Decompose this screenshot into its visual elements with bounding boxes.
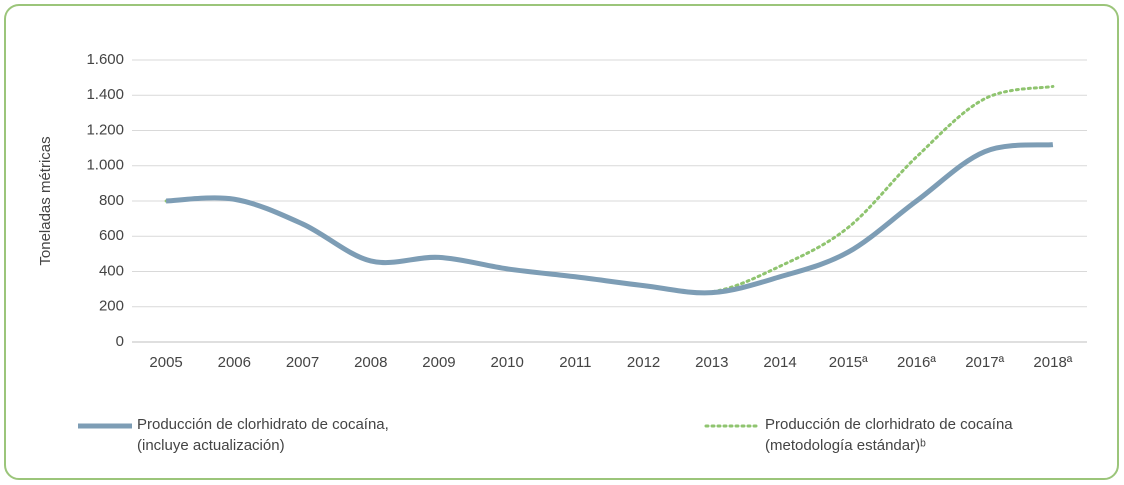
y-tick-label: 1.000 [86, 157, 124, 174]
x-tick-label: 2016ª [897, 354, 936, 371]
x-tick-label: 2014 [763, 354, 796, 371]
y-tick-label: 400 [99, 262, 124, 279]
data-line [165, 142, 1054, 296]
y-tick-label: 0 [116, 333, 124, 350]
x-tick-label: 2011 [559, 354, 591, 371]
legend-label: Producción de clorhidrato de cocaína, (i… [137, 416, 389, 454]
frame [4, 4, 1119, 480]
x-tick-label: 2015ª [829, 354, 868, 371]
data-line [164, 84, 1055, 295]
y-tick-label: 1.200 [86, 121, 124, 138]
y-tick-label: 800 [99, 192, 124, 209]
y-axis-label: Toneladas métricas [37, 136, 54, 265]
x-tick-label: 2012 [627, 354, 660, 371]
y-tick-label: 200 [99, 298, 124, 315]
x-tick-label: 2008 [354, 354, 387, 371]
x-tick-label: 2007 [286, 354, 319, 371]
y-tick-label: 1.400 [86, 86, 124, 103]
x-tick-label: 2013 [695, 354, 728, 371]
x-tick-label: 2010 [490, 354, 523, 371]
legend-label: Producción de clorhidrato de cocaína (me… [765, 416, 1013, 454]
x-tick-label: 2006 [218, 354, 251, 371]
x-tick-label: 2017ª [965, 354, 1004, 371]
y-tick-label: 600 [99, 227, 124, 244]
x-tick-label: 2005 [149, 354, 182, 371]
x-tick-label: 2009 [422, 354, 455, 371]
y-tick-label: 1.600 [86, 51, 124, 68]
x-tick-label: 2018ª [1033, 354, 1072, 371]
